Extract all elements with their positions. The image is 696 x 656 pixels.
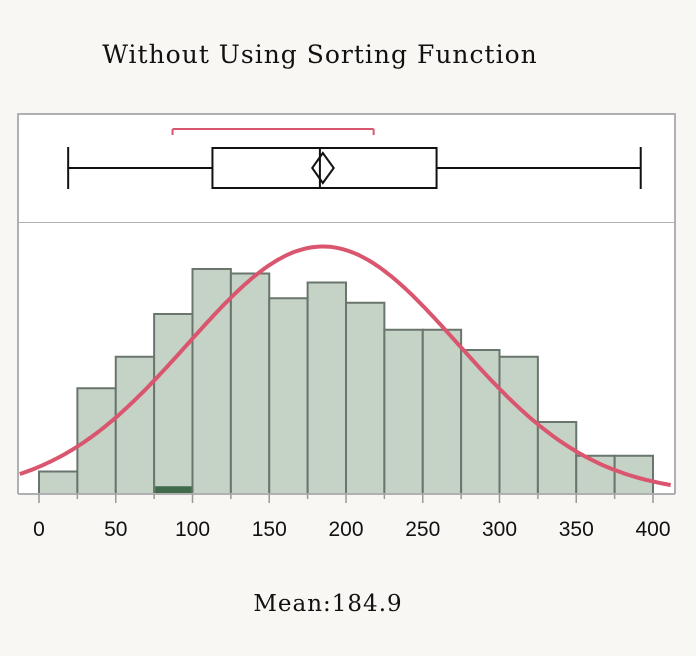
histogram-bar [114, 355, 156, 495]
histogram-bar [421, 328, 463, 495]
histogram-bar [38, 470, 79, 495]
histogram-bar [383, 328, 424, 495]
x-tick-label: 100 [175, 518, 210, 541]
selected-bar-portion [155, 486, 192, 493]
box-plot-panel [17, 113, 676, 224]
histogram-bar [460, 349, 501, 495]
x-tick-label: 250 [405, 518, 440, 541]
x-tick-label: 350 [559, 518, 594, 541]
x-tick-label: 200 [328, 518, 363, 541]
x-axis: 0 50 100 150 200 250 300 350 400 [18, 493, 675, 541]
chart-title: Without Using Sorting Function [102, 40, 538, 69]
histogram-bar [536, 421, 578, 495]
x-tick-label: 50 [104, 518, 127, 541]
x-tick-label: 0 [33, 518, 45, 541]
normal-curve [19, 244, 672, 487]
x-tick-label: 300 [482, 518, 517, 541]
mean-label: Mean:184.9 [253, 591, 403, 617]
histogram-bar [306, 281, 347, 495]
histogram-bar [498, 355, 539, 495]
histogram-bar [153, 313, 194, 495]
mean-diamond [311, 151, 335, 185]
histogram-panel [17, 223, 676, 495]
x-tick-label: 400 [635, 518, 670, 541]
histogram-bar [229, 272, 271, 495]
histogram-bar [345, 301, 386, 495]
x-tick-label: 150 [252, 518, 287, 541]
histogram-bar [268, 297, 309, 495]
